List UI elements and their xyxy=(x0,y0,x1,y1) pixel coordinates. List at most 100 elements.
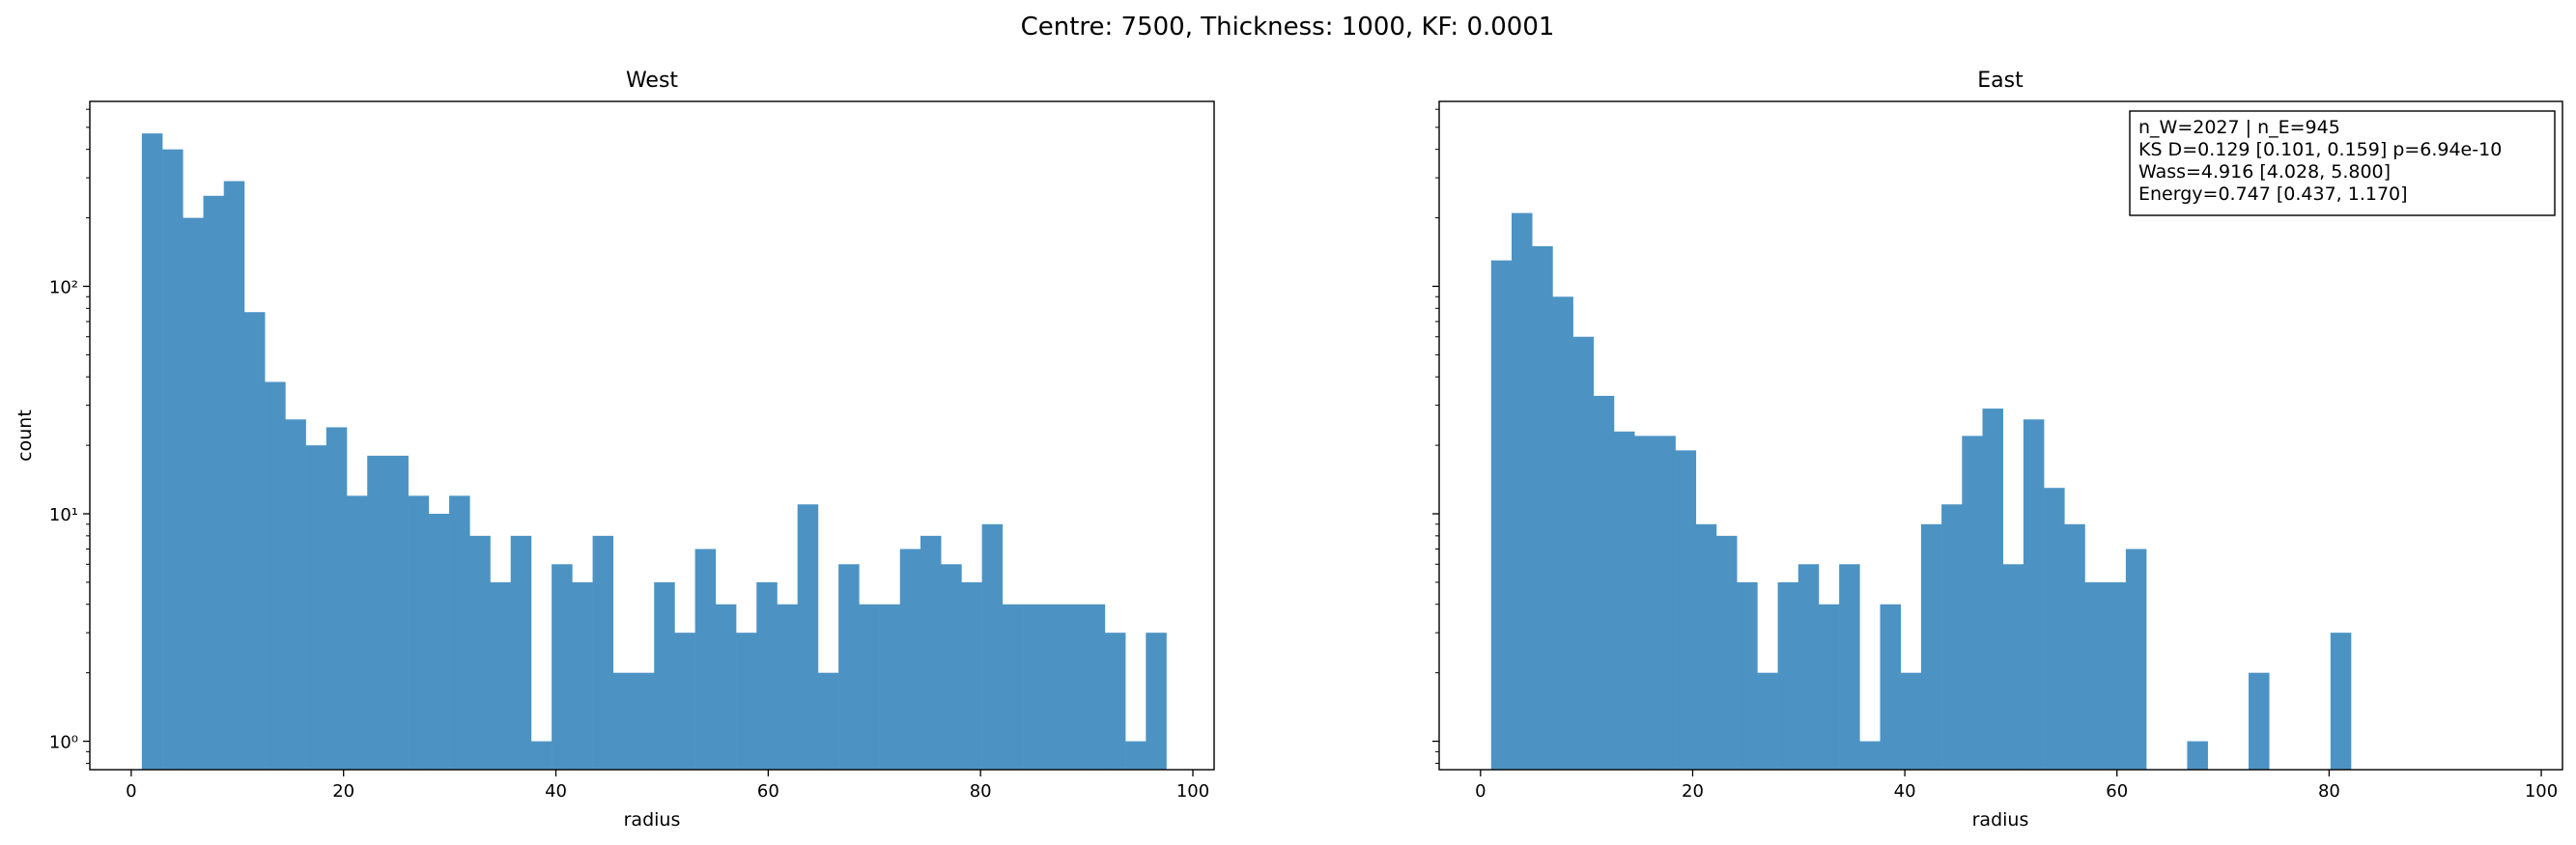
west-bar-3 xyxy=(203,195,225,770)
west-bar-8 xyxy=(305,445,327,770)
east-bar-18 xyxy=(1859,741,1881,770)
west-title: West xyxy=(626,69,678,93)
east-bar-4 xyxy=(1572,336,1595,770)
east-bar-24 xyxy=(1982,408,2003,770)
west-x-tick-label: 40 xyxy=(545,781,567,802)
east-x-ticks: 0 20 40 60 80 100 xyxy=(1475,770,2558,802)
east-x-tick-label: 60 xyxy=(2106,781,2128,802)
west-bar-9 xyxy=(326,427,348,770)
east-x-label: radius xyxy=(1972,809,2029,831)
west-bar-38 xyxy=(920,535,942,770)
west-bar-16 xyxy=(469,535,491,770)
west-x-tick-label: 60 xyxy=(757,781,779,802)
east-bar-34 xyxy=(2187,741,2208,770)
west-bar-1 xyxy=(162,149,184,771)
east-bar-1 xyxy=(1512,212,1533,770)
west-bar-31 xyxy=(777,604,798,770)
west-bar-40 xyxy=(961,581,982,770)
west-x-ticks: 0 20 40 60 80 100 xyxy=(126,770,1209,802)
west-x-label: radius xyxy=(624,809,681,831)
stats-line-ks: KS D=0.129 [0.101, 0.159] p=6.94e-10 xyxy=(2138,139,2502,160)
east-bar-10 xyxy=(1695,523,1717,770)
west-bar-21 xyxy=(572,581,593,770)
west-bar-32 xyxy=(797,504,819,770)
east-bar-29 xyxy=(2084,581,2106,770)
west-bar-30 xyxy=(756,581,778,770)
east-bar-6 xyxy=(1613,431,1635,770)
west-bar-13 xyxy=(408,495,430,770)
east-bar-20 xyxy=(1900,672,1922,770)
east-y-ticks xyxy=(1432,108,1439,764)
west-bar-6 xyxy=(265,381,286,770)
west-y-label: count xyxy=(14,409,36,462)
east-title: East xyxy=(1977,69,2024,93)
stats-line-wass: Wass=4.916 [4.028, 5.800] xyxy=(2138,161,2391,183)
east-bar-13 xyxy=(1757,672,1778,770)
stats-line-energy: Energy=0.747 [0.437, 1.170] xyxy=(2138,183,2408,205)
east-bars xyxy=(1490,212,2352,770)
west-y-tick-label: 10⁰ xyxy=(49,733,78,753)
west-bar-2 xyxy=(183,217,204,770)
west-panel: West 0 20 40 60 80 100 10⁰ 10¹ 10² radius count xyxy=(14,69,1215,831)
east-bar-26 xyxy=(2023,419,2045,770)
east-bar-28 xyxy=(2064,523,2085,770)
west-bar-34 xyxy=(838,564,860,770)
west-bar-18 xyxy=(510,535,532,770)
west-bar-36 xyxy=(879,604,901,770)
east-x-tick-label: 80 xyxy=(2318,781,2340,802)
west-bar-48 xyxy=(1125,741,1146,770)
west-bar-15 xyxy=(449,495,470,770)
east-bar-7 xyxy=(1634,436,1656,770)
west-y-ticks: 10⁰ 10¹ 10² xyxy=(49,108,90,764)
west-y-tick-label: 10¹ xyxy=(49,505,78,525)
west-bar-28 xyxy=(715,604,737,770)
east-bar-15 xyxy=(1798,564,1820,770)
west-bar-14 xyxy=(428,514,450,770)
east-panel: East 0 20 40 60 80 100 radius n_W=2027 | n_E=… xyxy=(1432,69,2563,831)
east-bar-5 xyxy=(1593,395,1615,770)
east-bar-30 xyxy=(2105,581,2127,770)
west-bar-49 xyxy=(1146,633,1167,770)
east-stats-box: n_W=2027 | n_E=945 KS D=0.129 [0.101, 0.… xyxy=(2129,110,2556,216)
east-axes-frame xyxy=(1438,100,2563,771)
west-bars xyxy=(141,133,1167,771)
west-x-tick-label: 100 xyxy=(1176,781,1209,802)
west-bar-7 xyxy=(285,419,306,770)
west-bar-20 xyxy=(552,564,573,770)
east-bar-17 xyxy=(1839,564,1860,770)
west-bar-43 xyxy=(1023,604,1044,770)
east-bar-12 xyxy=(1737,581,1758,770)
east-bar-9 xyxy=(1675,450,1697,770)
west-bar-0 xyxy=(141,133,163,771)
west-bar-47 xyxy=(1104,633,1126,770)
west-bar-5 xyxy=(243,312,266,770)
west-bar-33 xyxy=(817,672,839,770)
east-bar-27 xyxy=(2044,488,2065,770)
west-x-tick-label: 20 xyxy=(332,781,354,802)
west-bar-27 xyxy=(694,549,717,770)
west-bar-10 xyxy=(346,495,368,770)
east-bar-14 xyxy=(1777,581,1799,770)
west-bar-11 xyxy=(367,455,388,770)
east-bar-8 xyxy=(1655,436,1676,770)
east-bar-16 xyxy=(1818,604,1840,770)
west-y-tick-label: 10² xyxy=(49,277,78,297)
east-bar-2 xyxy=(1532,246,1553,770)
west-bar-17 xyxy=(490,581,511,770)
west-bar-45 xyxy=(1063,604,1085,770)
west-bar-23 xyxy=(612,672,635,770)
east-bar-0 xyxy=(1490,260,1513,770)
east-bar-23 xyxy=(1962,436,1983,770)
west-bar-39 xyxy=(941,564,962,770)
east-bar-37 xyxy=(2249,672,2270,770)
figure-suptitle: Centre: 7500, Thickness: 1000, KF: 0.000… xyxy=(1021,13,1555,42)
west-bar-12 xyxy=(387,455,409,770)
east-bar-3 xyxy=(1552,296,1573,770)
east-x-tick-label: 100 xyxy=(2525,781,2558,802)
stats-line-counts: n_W=2027 | n_E=945 xyxy=(2138,117,2340,138)
west-bar-4 xyxy=(223,181,245,770)
west-bar-37 xyxy=(899,549,921,770)
west-bar-42 xyxy=(1002,604,1024,770)
west-bar-26 xyxy=(674,633,695,770)
